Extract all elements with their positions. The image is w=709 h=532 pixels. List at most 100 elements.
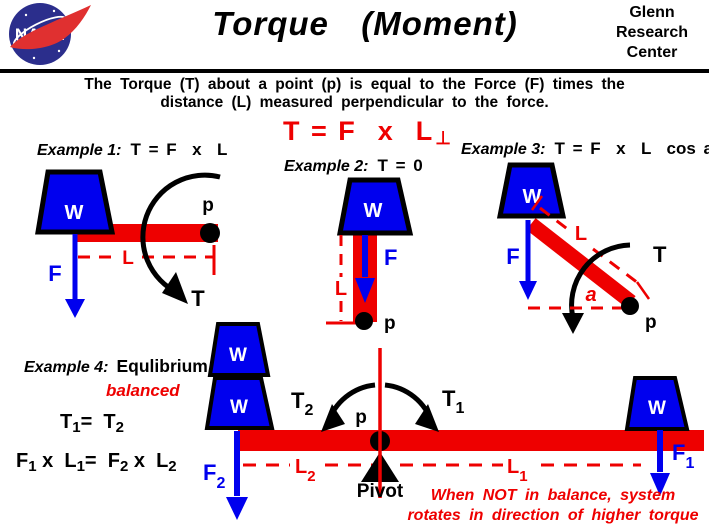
- weight-block-top: [207, 322, 271, 377]
- main-formula: T = F x L ⊥: [283, 116, 451, 148]
- main-formula-text: T = F x L: [283, 116, 433, 146]
- weight-label: W: [648, 398, 666, 419]
- pivot-point-dot: [355, 312, 373, 330]
- weight-label: W: [65, 202, 84, 224]
- example1-label: Example 1:: [37, 142, 122, 159]
- distance1-subscript: 1: [519, 468, 527, 485]
- torque1-main: T: [442, 386, 456, 411]
- example3-formula: T = F x L cos a: [554, 139, 709, 158]
- force-distance-equation: F1 x L1= F2 x L2: [16, 450, 177, 475]
- example1-header: Example 1: T = F x L: [37, 140, 227, 160]
- example4-title: Equlibrium: [116, 356, 208, 376]
- eq-subscript: 2: [168, 458, 177, 475]
- weight-block: [336, 177, 414, 236]
- weight-label: W: [229, 345, 247, 366]
- torque-arrowhead: [162, 272, 188, 304]
- torque1-label: T1: [442, 386, 464, 417]
- eq-subscript: 2: [115, 419, 124, 436]
- torque1-subscript: 1: [455, 400, 464, 417]
- weight-label: W: [364, 200, 383, 222]
- distance-label: L: [335, 278, 347, 300]
- force-label: F: [506, 244, 519, 269]
- pivot-label: Pivot: [357, 481, 404, 502]
- example2-diagram: W L F p: [326, 177, 414, 334]
- intro-line2: distance (L) measured perpendicular to t…: [160, 94, 549, 111]
- point-label: p: [202, 195, 214, 216]
- force-arrowhead: [65, 299, 85, 318]
- example2-formula: T = 0: [377, 156, 423, 175]
- torque-arc: [140, 172, 221, 296]
- force1-subscript: 1: [685, 455, 694, 472]
- nasa-logo: NASA: [9, 3, 91, 65]
- point-label: p: [645, 312, 657, 333]
- balance-note-line1: When NOT in balance, system: [430, 487, 676, 504]
- org-line: Research: [615, 24, 689, 41]
- weight-block: [496, 162, 567, 219]
- force-arrowhead: [355, 278, 375, 303]
- distance2-main: L: [295, 456, 307, 478]
- force1-label: F1: [672, 440, 694, 472]
- torque2-label: T2: [291, 388, 313, 419]
- distance2-subscript: 2: [307, 468, 315, 485]
- torque-arrowhead-left: [321, 404, 345, 432]
- balance-note: When NOT in balance, system rotates in d…: [398, 486, 708, 526]
- torque2-subscript: 2: [304, 402, 313, 419]
- beam-bar: [238, 430, 704, 451]
- lever-bar: [526, 218, 636, 308]
- nasa-swoosh: [10, 5, 91, 50]
- eq-term: F: [16, 450, 29, 472]
- force-label: F: [384, 245, 397, 270]
- torque-arc: [569, 242, 631, 319]
- angle-label: a: [585, 284, 596, 306]
- intro-text: The Torque (T) about a point (p) is equa…: [0, 76, 709, 112]
- example3-label: Example 3:: [461, 141, 546, 158]
- torque-label: T: [653, 242, 667, 267]
- eq-term: = T: [80, 411, 116, 433]
- distance1-label: L1: [507, 456, 528, 485]
- page-title: Torque (Moment): [212, 5, 518, 42]
- force1-main: F: [672, 440, 685, 465]
- force1-arrowhead: [650, 473, 670, 496]
- weight-block-right: [624, 376, 690, 431]
- distance2-label: L2: [295, 456, 316, 485]
- distance1-main: L: [507, 456, 519, 478]
- example1-formula: T = F x L: [130, 140, 228, 159]
- org-line: Center: [626, 44, 678, 61]
- distance-label: L: [122, 248, 134, 269]
- balance-note-line2: rotates in direction of higher torque: [407, 507, 699, 524]
- example3-diagram: W L F a p T: [496, 162, 667, 334]
- eq-subscript: 1: [72, 419, 81, 436]
- example2-header: Example 2: T = 0: [284, 156, 423, 176]
- example2-label: Example 2:: [284, 158, 369, 175]
- perpendicular-symbol: ⊥: [435, 128, 451, 148]
- pivot-point-dot: [200, 223, 220, 243]
- force2-subscript: 2: [216, 475, 225, 492]
- example1-diagram: W L p F T: [35, 169, 221, 318]
- balanced-label: balanced: [106, 381, 180, 400]
- pivot-point-dot: [621, 297, 639, 315]
- eq-term: = F: [84, 450, 120, 472]
- force-arrowhead: [519, 281, 537, 300]
- distance-end-tick: [530, 195, 544, 211]
- eq-subscript: 1: [76, 458, 85, 475]
- torque-equality-equation: T1= T2: [60, 411, 124, 436]
- torque-label: T: [191, 286, 205, 311]
- example4-diagram: W W W T2 T1 L2 L1 F2 F1 p Pivot: [203, 322, 704, 520]
- distance-dashed-line: [539, 206, 571, 233]
- weight-label: W: [523, 186, 542, 208]
- eq-subscript: 2: [119, 458, 129, 475]
- distance-end-tick: [635, 281, 651, 300]
- weight-block: [35, 169, 116, 235]
- weight-label: W: [230, 397, 248, 418]
- torque-arrowhead-right: [415, 404, 439, 432]
- torque-arrowhead: [562, 313, 584, 334]
- point-label: p: [384, 313, 396, 334]
- force-label: F: [48, 261, 61, 286]
- example3-header: Example 3: T = F x L cos a: [461, 139, 709, 159]
- org-name: Glenn Research Center: [597, 3, 707, 63]
- example4-header: Example 4: Equlibrium: [24, 356, 208, 377]
- distance-label: L: [575, 223, 587, 245]
- eq-term: x L: [36, 450, 77, 472]
- force2-label: F2: [203, 460, 225, 492]
